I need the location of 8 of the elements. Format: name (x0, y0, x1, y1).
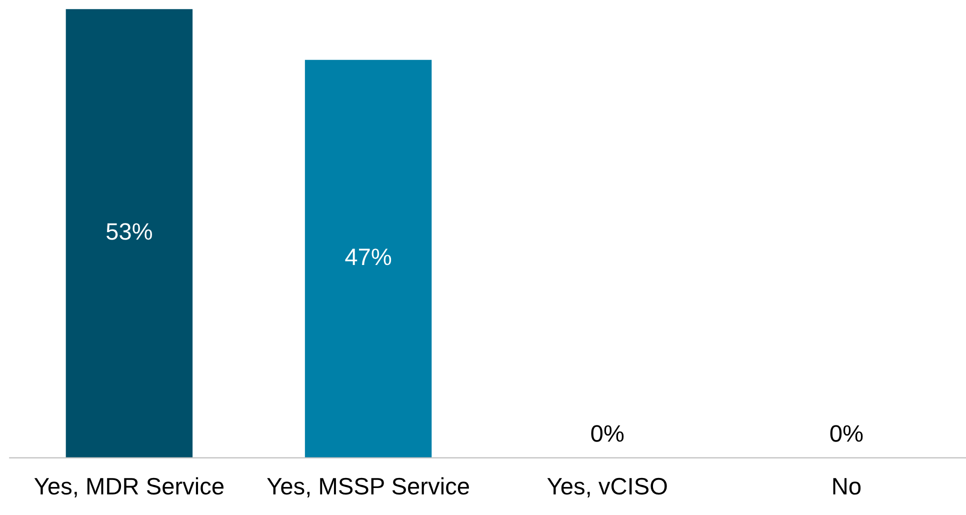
x-tick-label: No (833, 478, 861, 495)
data-label: 47% (345, 248, 392, 266)
data-label: 0% (830, 425, 863, 442)
x-tick-label: Yes, vCISO (547, 478, 667, 498)
x-tick-label: Yes, MDR Service (34, 477, 224, 498)
data-label: 53% (106, 223, 152, 240)
data-label: 0% (591, 425, 624, 442)
x-tick-label: Yes, MSSP Service (267, 477, 469, 498)
